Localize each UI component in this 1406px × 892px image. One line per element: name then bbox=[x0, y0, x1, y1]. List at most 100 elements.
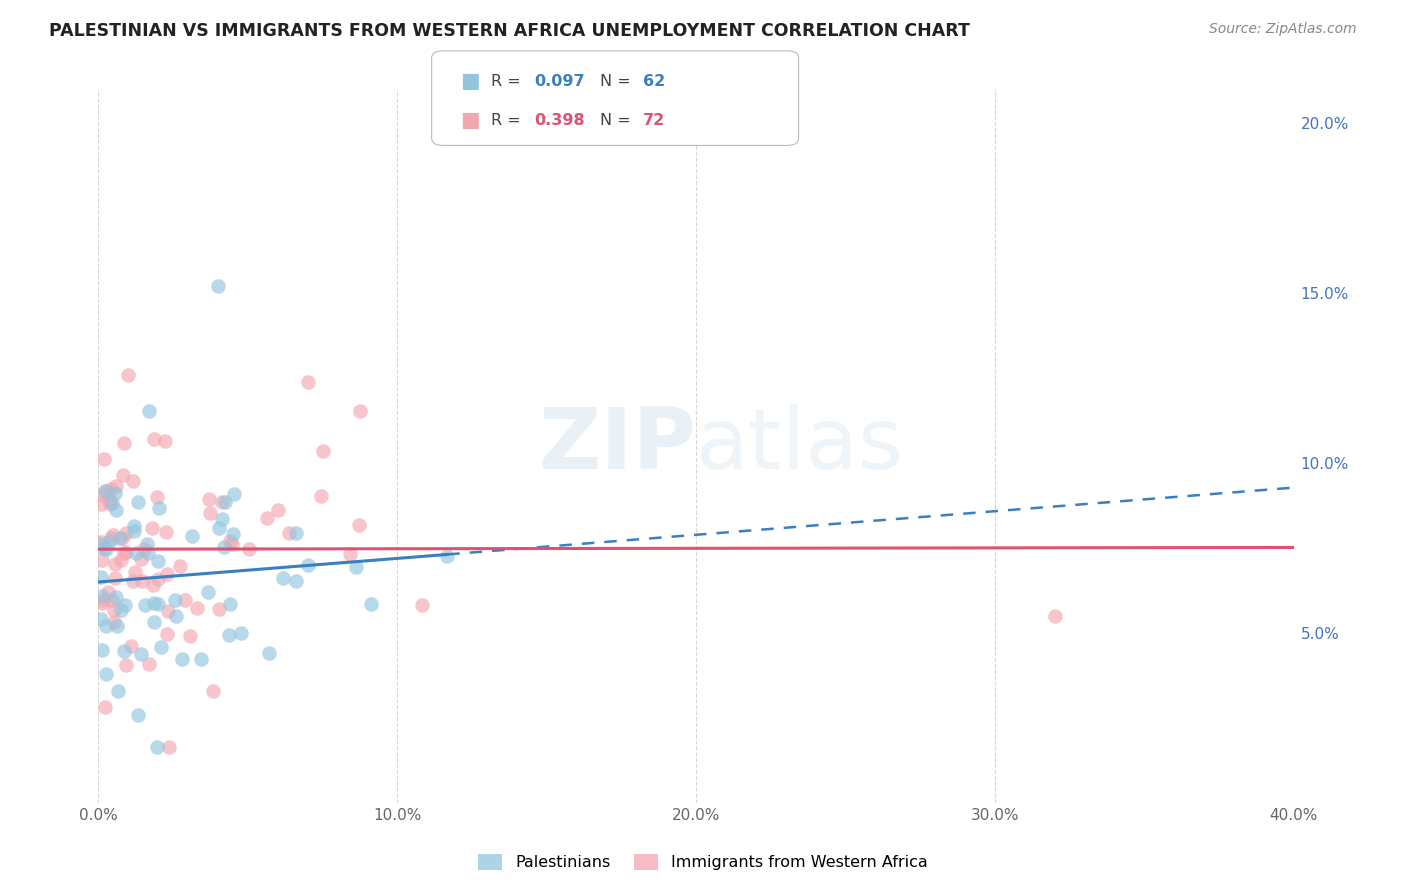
Point bbox=[103, 603, 125, 617]
Point bbox=[101, 496, 124, 510]
Point bbox=[94, 666, 117, 681]
Point bbox=[155, 525, 177, 540]
Point bbox=[138, 657, 160, 672]
Point bbox=[297, 558, 319, 572]
Point bbox=[105, 590, 128, 604]
Point bbox=[138, 547, 160, 561]
Point bbox=[94, 700, 117, 714]
Text: ■: ■ bbox=[460, 111, 479, 130]
Point bbox=[90, 643, 112, 657]
Point bbox=[141, 520, 163, 534]
Point bbox=[219, 597, 242, 611]
Point bbox=[135, 537, 157, 551]
Point bbox=[110, 553, 132, 567]
Point bbox=[90, 553, 112, 567]
Point bbox=[120, 639, 142, 653]
Point bbox=[146, 490, 169, 504]
Point bbox=[114, 525, 136, 540]
Point bbox=[93, 451, 115, 466]
Point bbox=[129, 552, 152, 566]
Point bbox=[208, 602, 231, 616]
Point bbox=[142, 596, 165, 610]
Point bbox=[90, 497, 112, 511]
Point bbox=[104, 571, 127, 585]
Point bbox=[163, 593, 186, 607]
Point bbox=[112, 435, 135, 450]
Point bbox=[142, 578, 165, 592]
Point bbox=[90, 537, 112, 551]
Text: R =: R = bbox=[491, 113, 526, 128]
Point bbox=[173, 593, 195, 607]
Point bbox=[134, 599, 156, 613]
Point bbox=[138, 404, 160, 418]
Point bbox=[117, 368, 139, 382]
Point bbox=[107, 683, 129, 698]
Point bbox=[112, 467, 135, 482]
Point bbox=[127, 494, 149, 508]
Point bbox=[103, 615, 125, 629]
Point bbox=[105, 503, 128, 517]
Point bbox=[155, 434, 177, 449]
Point bbox=[132, 541, 155, 556]
Text: atlas: atlas bbox=[696, 404, 904, 488]
Point bbox=[197, 585, 219, 599]
Point bbox=[148, 597, 170, 611]
Text: 0.398: 0.398 bbox=[534, 113, 585, 128]
Text: 62: 62 bbox=[643, 74, 665, 88]
Point bbox=[91, 596, 114, 610]
Point bbox=[436, 549, 458, 563]
Point bbox=[229, 625, 252, 640]
Point bbox=[149, 640, 172, 654]
Point bbox=[90, 535, 112, 549]
Point bbox=[91, 589, 114, 603]
Point bbox=[198, 506, 221, 520]
Point bbox=[122, 474, 145, 488]
Text: 72: 72 bbox=[643, 113, 665, 128]
Point bbox=[94, 619, 117, 633]
Text: N =: N = bbox=[600, 74, 637, 88]
Point bbox=[145, 739, 167, 754]
Text: N =: N = bbox=[600, 113, 637, 128]
Point bbox=[349, 404, 371, 418]
Point bbox=[349, 518, 371, 533]
Point bbox=[211, 512, 233, 526]
Point bbox=[344, 560, 367, 574]
Point bbox=[98, 497, 121, 511]
Point bbox=[271, 571, 294, 585]
Point bbox=[93, 541, 115, 556]
Point bbox=[100, 531, 122, 545]
Point bbox=[219, 534, 242, 549]
Point bbox=[157, 605, 180, 619]
Point bbox=[309, 489, 332, 503]
Point bbox=[105, 479, 128, 493]
Point bbox=[97, 585, 120, 599]
Point bbox=[170, 652, 193, 666]
Point bbox=[198, 491, 221, 506]
Point bbox=[110, 603, 132, 617]
Point bbox=[108, 532, 131, 546]
Point bbox=[90, 570, 112, 584]
Point bbox=[131, 574, 153, 588]
Point bbox=[222, 526, 245, 541]
Point bbox=[122, 519, 145, 533]
Text: Source: ZipAtlas.com: Source: ZipAtlas.com bbox=[1209, 22, 1357, 37]
Point bbox=[284, 574, 307, 588]
Point bbox=[202, 683, 225, 698]
Point bbox=[112, 546, 135, 560]
Point bbox=[91, 592, 114, 607]
Point bbox=[111, 531, 134, 545]
Point bbox=[211, 495, 233, 509]
Point bbox=[93, 484, 115, 499]
Text: 0.097: 0.097 bbox=[534, 74, 585, 88]
Point bbox=[121, 574, 143, 588]
Point bbox=[125, 546, 148, 560]
Point bbox=[277, 525, 299, 540]
Point bbox=[259, 646, 281, 660]
Point bbox=[143, 432, 166, 446]
Text: ZIP: ZIP bbox=[538, 404, 696, 488]
Point bbox=[114, 599, 136, 613]
Point bbox=[94, 542, 117, 557]
Point bbox=[146, 572, 169, 586]
Point bbox=[122, 524, 145, 538]
Point bbox=[146, 553, 169, 567]
